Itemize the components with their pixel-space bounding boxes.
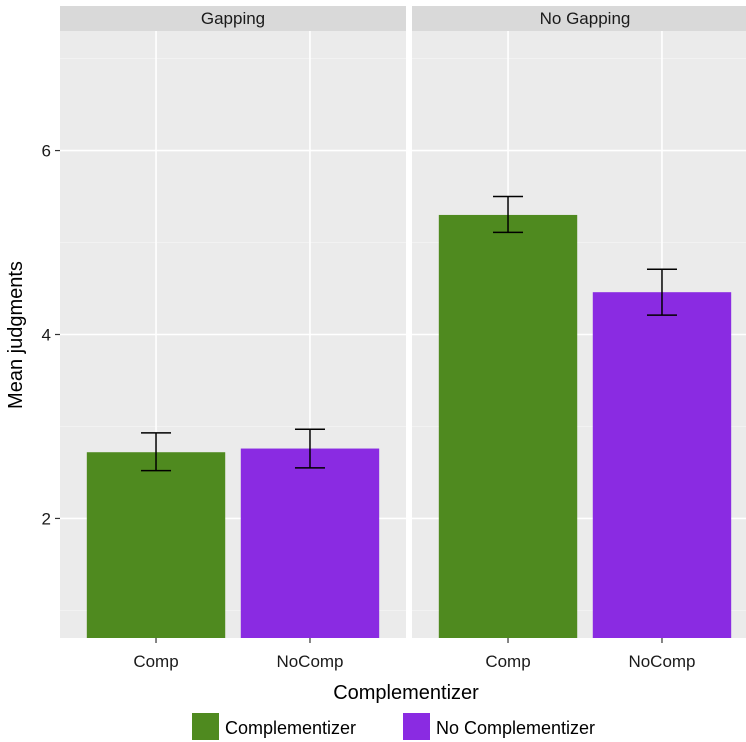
bar: [86, 452, 226, 638]
legend-item: Complementizer: [192, 713, 356, 740]
facet-strip: [60, 6, 406, 31]
legend: Complementizer No Complementizer: [192, 713, 595, 740]
x-axis-title: Complementizer: [333, 682, 479, 704]
bar: [592, 292, 732, 638]
y-tick-label: 4: [42, 326, 51, 345]
error-bar: [294, 428, 325, 469]
facet-strip: [412, 6, 746, 31]
x-tick-label: Comp: [485, 652, 530, 671]
legend-item: No Complementizer: [403, 713, 595, 740]
legend-label: No Complementizer: [436, 718, 595, 738]
error-bar: [493, 195, 524, 234]
y-tick-label: 2: [42, 509, 51, 528]
y-axis: 2 4 6: [42, 142, 60, 528]
y-axis-title: Mean judgments: [5, 261, 27, 409]
legend-label: Complementizer: [225, 718, 356, 738]
error-bar: [646, 268, 677, 316]
panel: No Gapping Comp NoComp: [412, 6, 746, 671]
y-tick-label: 6: [42, 142, 51, 161]
x-tick-label: NoComp: [276, 652, 343, 671]
x-tick-label: Comp: [133, 652, 178, 671]
facet-strip-label: Gapping: [201, 9, 265, 28]
legend-key: [192, 713, 219, 740]
panel: Gapping Comp NoComp: [60, 6, 406, 671]
bar: [438, 214, 578, 638]
x-tick-label: NoComp: [628, 652, 695, 671]
bar: [240, 448, 380, 638]
error-bar: [141, 432, 172, 472]
facet-strip-label: No Gapping: [540, 9, 631, 28]
facet-panels: Gapping Comp NoComp No Gapping Comp NoComp: [60, 6, 746, 671]
legend-key: [403, 713, 430, 740]
